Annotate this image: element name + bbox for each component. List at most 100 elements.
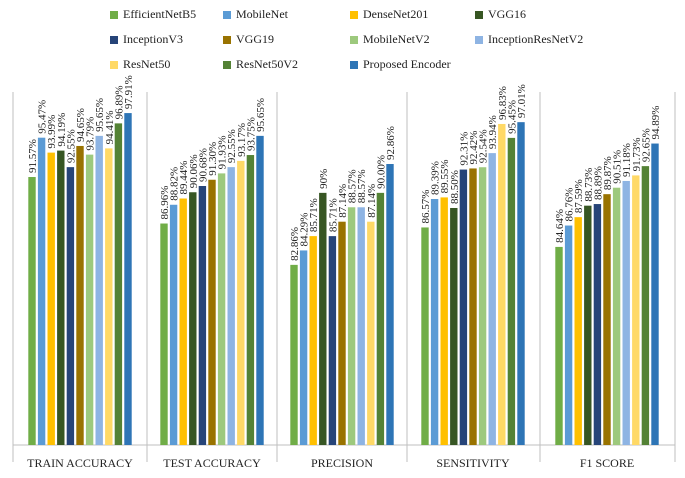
data-label: 89.39% <box>430 161 442 195</box>
legend-label: ResNet50V2 <box>236 57 298 71</box>
bar-densenet201-precision <box>309 236 317 445</box>
data-label: 87.59% <box>573 179 585 213</box>
data-label: 92.31% <box>458 132 470 166</box>
legend-label: VGG19 <box>236 32 274 46</box>
legend-swatch-vgg19 <box>223 35 231 44</box>
data-label: 96.83% <box>497 86 509 120</box>
x-tick-label-precision: PRECISION <box>311 456 373 470</box>
bar-resnet50-f1-score <box>632 175 640 445</box>
legend-item-vgg19: VGG19 <box>223 32 274 47</box>
data-label: 96.89% <box>113 85 125 119</box>
bar-resnet50v2-f1-score <box>641 166 650 445</box>
data-label: 93.99% <box>46 115 58 149</box>
bar-mobilenetv2-precision <box>347 207 356 445</box>
data-label: 89.44% <box>178 161 190 195</box>
legend-swatch-mobilenet <box>223 10 231 19</box>
bar-efficientnetb5-f1-score <box>555 246 563 445</box>
data-label: 90.68% <box>197 148 209 182</box>
bar-resnet50-train-accuracy <box>105 148 113 445</box>
x-tick-label-f1-score: F1 SCORE <box>580 456 634 470</box>
data-label: 90.00% <box>375 155 387 189</box>
data-label: 86.57% <box>420 190 432 224</box>
bar-vgg16-precision <box>319 192 327 445</box>
bar-inceptionv3-train-accuracy <box>66 167 75 445</box>
data-label: 88.73% <box>583 168 595 202</box>
legend-swatch-inceptionresnetv2 <box>475 35 483 44</box>
legend-item-proposed-encoder: Proposed Encoder <box>350 57 451 72</box>
data-label: 89.87% <box>602 156 614 190</box>
bar-proposed-encoder-train-accuracy <box>124 113 132 445</box>
data-label: 93.79% <box>85 117 97 151</box>
data-label: 87.14% <box>366 184 378 218</box>
data-label: 90.06% <box>188 154 200 188</box>
bar-resnet50-precision <box>367 221 375 445</box>
bar-inceptionresnetv2-train-accuracy <box>95 135 103 445</box>
data-label: 95.47% <box>37 100 49 134</box>
legend-item-mobilenet: MobileNet <box>223 7 288 22</box>
data-label: 90.51% <box>612 150 624 184</box>
data-label: 95.65% <box>255 98 267 132</box>
bar-proposed-encoder-precision <box>386 164 394 445</box>
legend-label: EfficientNetB5 <box>123 7 197 21</box>
bar-resnet50-test-accuracy <box>237 160 245 445</box>
bar-resnet50v2-sensitivity <box>507 137 516 445</box>
bar-vgg16-f1-score <box>584 205 592 445</box>
data-label: 91.57% <box>27 139 39 173</box>
bar-mobilenetv2-f1-score <box>612 187 621 445</box>
legend-label: VGG16 <box>488 7 526 21</box>
x-tick-label-test-accuracy: TEST ACCURACY <box>163 456 261 470</box>
legend-label: InceptionV3 <box>123 32 183 46</box>
x-tick-label-sensitivity: SENSITIVITY <box>436 456 510 470</box>
legend-item-inceptionv3: InceptionV3 <box>110 32 183 47</box>
bar-resnet50-sensitivity <box>498 123 506 445</box>
legend-label: MobileNet <box>236 7 288 21</box>
data-label: 95.45% <box>506 100 518 134</box>
legend-swatch-mobilenetv2 <box>350 35 358 44</box>
bar-vgg16-train-accuracy <box>57 150 65 445</box>
legend-swatch-vgg16 <box>475 10 483 19</box>
data-label: 86.76% <box>564 188 576 222</box>
bar-inceptionresnetv2-precision <box>357 207 365 445</box>
data-label: 91.73% <box>631 137 643 171</box>
bar-mobilenet-test-accuracy <box>169 204 178 445</box>
bar-densenet201-f1-score <box>574 217 582 445</box>
bar-inceptionv3-sensitivity <box>459 169 468 445</box>
bar-vgg19-precision <box>338 221 346 445</box>
legend-swatch-densenet201 <box>350 10 358 19</box>
data-label: 84.29% <box>299 213 311 247</box>
legend-label: DenseNet201 <box>363 7 429 21</box>
bar-inceptionv3-f1-score <box>593 204 602 445</box>
data-label: 84.64% <box>554 209 566 243</box>
data-label: 82.86% <box>289 227 301 261</box>
bar-efficientnetb5-test-accuracy <box>160 223 168 445</box>
bar-proposed-encoder-f1-score <box>651 143 659 446</box>
bar-densenet201-test-accuracy <box>179 198 187 445</box>
data-label: 90% <box>318 169 330 189</box>
data-label: 92.42% <box>468 131 480 165</box>
bar-densenet201-train-accuracy <box>47 152 55 445</box>
legend-swatch-proposed-encoder <box>350 60 358 69</box>
data-label: 91.18% <box>621 143 633 177</box>
data-label: 92.54% <box>478 129 490 163</box>
data-label: 91.30% <box>207 142 219 176</box>
data-label: 97.91% <box>123 75 135 109</box>
bar-vgg19-train-accuracy <box>76 145 84 445</box>
data-label: 88.89% <box>592 166 604 200</box>
legend-item-densenet201: DenseNet201 <box>350 7 428 22</box>
bar-mobilenetv2-sensitivity <box>478 167 487 446</box>
data-label: 97.01% <box>516 84 528 118</box>
data-label: 94.41% <box>104 110 116 144</box>
bar-densenet201-sensitivity <box>440 197 448 445</box>
bar-vgg16-test-accuracy <box>189 192 197 445</box>
x-tick-label-train-accuracy: TRAIN ACCURACY <box>27 456 133 470</box>
bar-inceptionresnetv2-test-accuracy <box>227 167 235 445</box>
legend-item-resnet50v2: ResNet50V2 <box>223 57 298 72</box>
bar-mobilenet-f1-score <box>564 225 573 445</box>
legend-item-efficientnetb5: EfficientNetB5 <box>110 7 196 22</box>
legend-label: ResNet50 <box>123 57 171 71</box>
bar-resnet50v2-test-accuracy <box>246 155 255 446</box>
legend-swatch-inceptionv3 <box>110 35 118 44</box>
data-label: 93.94% <box>487 115 499 149</box>
bar-inceptionresnetv2-sensitivity <box>488 153 496 445</box>
bar-mobilenet-precision <box>299 250 308 445</box>
